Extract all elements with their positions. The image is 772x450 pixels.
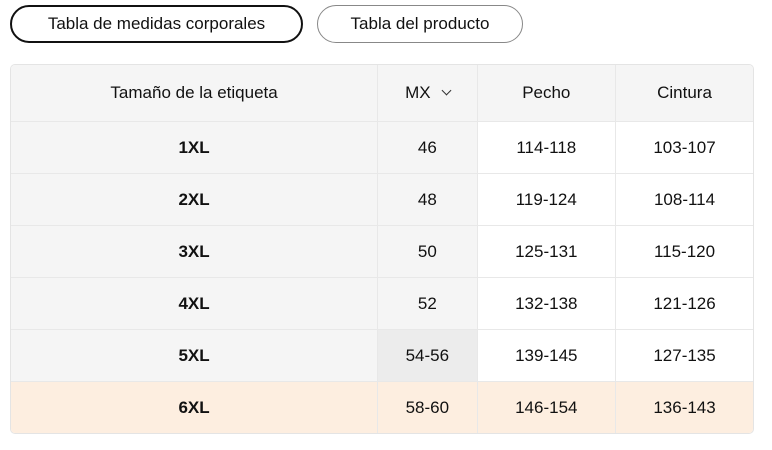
cell-waist: 115-120 xyxy=(615,225,753,278)
cell-size: 4XL xyxy=(11,277,379,330)
table-row[interactable]: 1XL 46 114-118 103-107 xyxy=(11,121,753,174)
cell-waist: 136-143 xyxy=(615,381,753,433)
cell-mx: 50 xyxy=(377,225,478,278)
tab-body-measurements[interactable]: Tabla de medidas corporales xyxy=(10,5,303,43)
cell-waist: 121-126 xyxy=(615,277,753,330)
cell-chest: 132-138 xyxy=(476,277,617,330)
header-waist: Cintura xyxy=(615,65,753,122)
table-header-row: Tamaño de la etiqueta MX Pecho Cintura xyxy=(11,65,753,122)
cell-waist: 108-114 xyxy=(615,173,753,226)
chevron-down-icon xyxy=(441,85,452,96)
cell-chest: 114-118 xyxy=(476,121,617,174)
cell-size: 6XL xyxy=(11,381,379,433)
chart-tabs: Tabla de medidas corporales Tabla del pr… xyxy=(10,5,523,43)
cell-mx: 46 xyxy=(377,121,478,174)
table-row[interactable]: 2XL 48 119-124 108-114 xyxy=(11,173,753,226)
cell-size: 1XL xyxy=(11,121,379,174)
cell-size: 5XL xyxy=(11,329,379,382)
cell-chest: 125-131 xyxy=(476,225,617,278)
cell-chest: 139-145 xyxy=(476,329,617,382)
cell-size: 2XL xyxy=(11,173,379,226)
table-row-selected[interactable]: 6XL 58-60 146-154 136-143 xyxy=(11,381,753,433)
table-row[interactable]: 5XL 54-56 139-145 127-135 xyxy=(11,329,753,382)
header-mx: MX xyxy=(405,83,431,102)
cell-size: 3XL xyxy=(11,225,379,278)
size-table: Tamaño de la etiqueta MX Pecho Cintura 1… xyxy=(10,64,754,434)
header-chest: Pecho xyxy=(476,65,617,122)
cell-mx: 54-56 xyxy=(377,329,478,382)
unit-dropdown[interactable]: MX xyxy=(377,65,478,122)
cell-mx: 58-60 xyxy=(377,381,478,433)
cell-chest: 119-124 xyxy=(476,173,617,226)
table-row[interactable]: 4XL 52 132-138 121-126 xyxy=(11,277,753,330)
cell-mx: 52 xyxy=(377,277,478,330)
cell-chest: 146-154 xyxy=(476,381,617,433)
cell-waist: 127-135 xyxy=(615,329,753,382)
table-row[interactable]: 3XL 50 125-131 115-120 xyxy=(11,225,753,278)
tab-product-chart[interactable]: Tabla del producto xyxy=(317,5,523,43)
header-label-size: Tamaño de la etiqueta xyxy=(11,65,379,122)
cell-mx: 48 xyxy=(377,173,478,226)
cell-waist: 103-107 xyxy=(615,121,753,174)
